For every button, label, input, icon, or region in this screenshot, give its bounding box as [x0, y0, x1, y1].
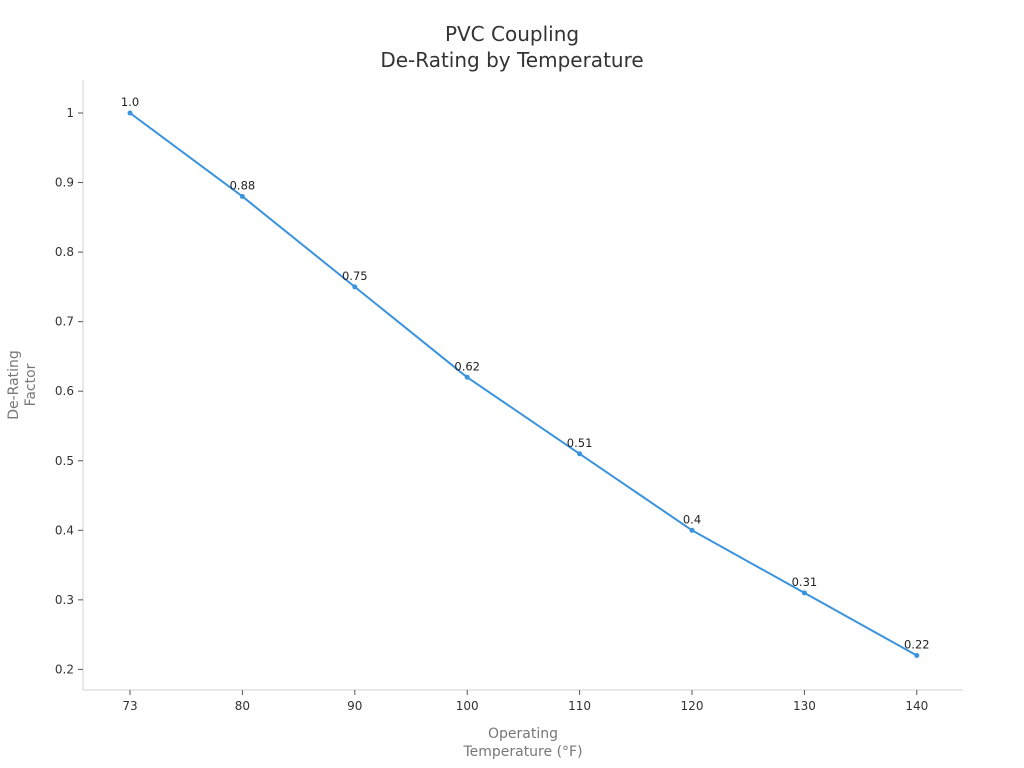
data-point[interactable] [127, 110, 133, 116]
y-tick-label: 0.8 [55, 245, 74, 259]
data-point[interactable] [464, 374, 470, 380]
data-label: 0.88 [230, 178, 256, 192]
series-de-rating: 1.0 0.88 0.75 0.62 0.51 0.4 0.31 0.22 [121, 95, 930, 658]
data-label: 0.51 [567, 436, 593, 450]
x-tick-label: 100 [456, 699, 479, 713]
y-tick-label: 0.9 [55, 176, 74, 190]
y-tick-label: 0.6 [55, 384, 74, 398]
x-tick-label: 110 [568, 699, 591, 713]
y-axis-label-line-1: De-Rating [6, 350, 22, 420]
x-axis-label-line-1: Operating [488, 726, 558, 742]
x-tick-label: 90 [347, 699, 362, 713]
y-tick-label: 0.7 [55, 315, 74, 329]
x-tick-label: 73 [122, 699, 137, 713]
data-point[interactable] [239, 193, 245, 199]
data-point[interactable] [689, 527, 695, 533]
data-line [129, 112, 918, 657]
data-point[interactable] [352, 284, 358, 290]
x-tick-label: 120 [681, 699, 704, 713]
x-axis-label-line-2: Temperature (°F) [462, 744, 582, 760]
data-point[interactable] [577, 451, 583, 457]
chart-title-line-1: PVC Coupling [444, 22, 580, 46]
data-label: 0.4 [683, 512, 701, 526]
data-label: 0.31 [792, 575, 818, 589]
data-point[interactable] [914, 652, 920, 658]
x-tick-label: 140 [905, 699, 928, 713]
y-tick-label: 0.5 [55, 454, 74, 468]
y-axis-label-line-2: Factor [23, 363, 39, 406]
data-label: 1.0 [121, 95, 139, 109]
data-label: 0.62 [454, 359, 480, 373]
y-tick-label: 0.2 [55, 662, 74, 676]
data-point[interactable] [801, 590, 807, 596]
y-tick-label: 0.4 [55, 523, 74, 537]
y-tick-label: 1 [66, 106, 74, 120]
x-tick-label: 130 [793, 699, 816, 713]
axes: 0.2 0.3 0.4 0.5 0.6 0.7 0.8 0.9 1 73 80 90 100 110 120… [55, 80, 963, 713]
data-label: 0.75 [342, 269, 368, 283]
chart-title-line-2: De-Rating by Temperature [380, 48, 644, 72]
x-tick-label: 80 [235, 699, 250, 713]
y-tick-label: 0.3 [55, 593, 74, 607]
data-label: 0.22 [904, 637, 930, 651]
